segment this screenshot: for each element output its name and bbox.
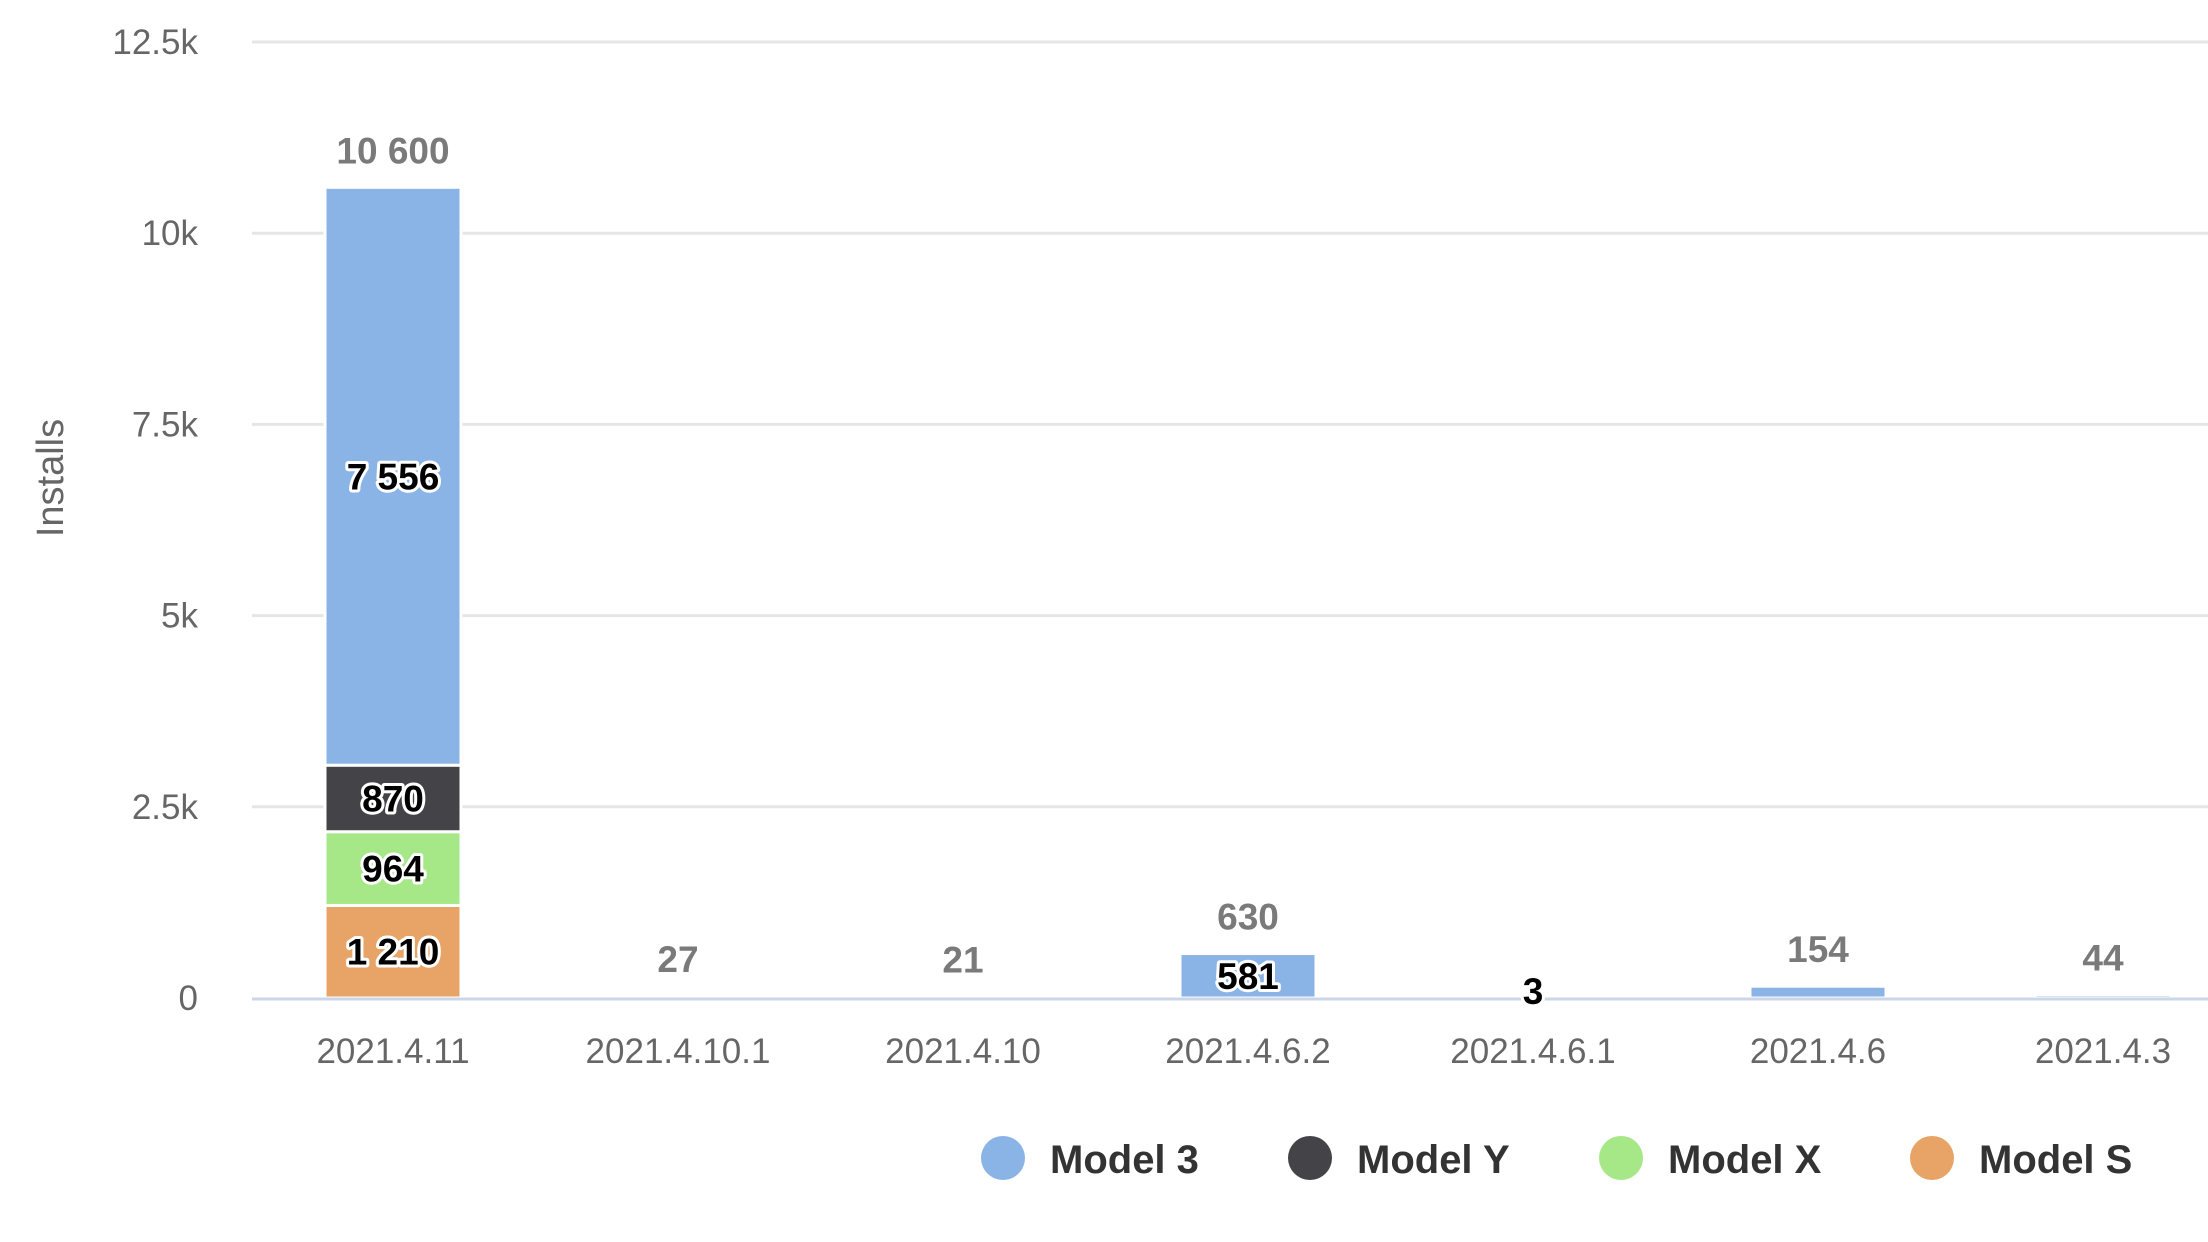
x-tick-label: 2021.4.10.1 — [586, 1032, 771, 1071]
y-axis-title: Installs — [30, 419, 72, 537]
y-tick-label: 0 — [179, 979, 198, 1018]
segment-label: 3 — [1523, 971, 1544, 1012]
stack-total-label: 10 600 — [336, 130, 449, 171]
legend-swatch-icon — [1910, 1136, 1954, 1180]
bars — [323, 185, 2173, 1000]
y-tick-label: 10k — [142, 214, 199, 253]
y-tick-label: 2.5k — [132, 788, 199, 827]
legend-swatch-icon — [1599, 1136, 1643, 1180]
stack-totals: 10 600 27 21 630 154 44 — [336, 130, 2124, 980]
bar-model-3 — [1178, 952, 1318, 1000]
bar-model-s — [323, 903, 463, 1000]
legend-swatch-icon — [981, 1136, 1025, 1180]
legend-label: Model 3 — [1050, 1138, 1199, 1182]
legend: Model 3 Model Y Model X Model S — [981, 1136, 2132, 1182]
legend-label: Model X — [1668, 1138, 1822, 1182]
y-tick-label: 12.5k — [112, 23, 198, 62]
x-tick-label: 2021.4.6.1 — [1450, 1032, 1615, 1071]
stack-total-label: 630 — [1217, 897, 1279, 938]
legend-item: Model Y — [1288, 1136, 1510, 1182]
y-axis-ticks: 0 2.5k 5k 7.5k 10k 12.5k — [112, 23, 198, 1018]
segment-labels: 1 210 964 870 7 556 581 3 — [344, 453, 1547, 1015]
x-axis-ticks: 2021.4.11 2021.4.10.1 2021.4.10 2021.4.6.2 2… — [316, 1032, 2171, 1071]
bar-model-x — [323, 830, 463, 907]
stack-total-label: 154 — [1787, 929, 1849, 970]
legend-item: Model X — [1599, 1136, 1822, 1182]
legend-swatch-icon — [1288, 1136, 1332, 1180]
x-tick-label: 2021.4.11 — [316, 1032, 469, 1071]
bar-model-3 — [2033, 993, 2173, 1000]
segment-label: 870 — [362, 778, 424, 819]
x-tick-label: 2021.4.10 — [885, 1032, 1041, 1071]
bar-model-3 — [1748, 984, 1888, 1000]
y-tick-label: 7.5k — [132, 405, 199, 444]
stack-total-label: 21 — [942, 939, 983, 980]
y-tick-label: 5k — [161, 597, 198, 636]
x-tick-label: 2021.4.6 — [1750, 1032, 1886, 1071]
legend-label: Model Y — [1357, 1138, 1510, 1182]
x-tick-label: 2021.4.6.2 — [1165, 1032, 1330, 1071]
legend-item: Model 3 — [981, 1136, 1199, 1182]
legend-label: Model S — [1979, 1138, 2132, 1182]
segment-label: 7 556 — [347, 456, 440, 497]
segment-label: 964 — [362, 849, 424, 890]
stack-total-label: 44 — [2082, 938, 2124, 979]
gridlines — [252, 40, 2208, 809]
bar-model-3 — [323, 185, 463, 767]
stack-total-label: 27 — [657, 939, 698, 980]
segment-label: 1 210 — [347, 932, 440, 973]
legend-item: Model S — [1910, 1136, 2132, 1182]
segment-label: 581 — [1217, 956, 1279, 997]
x-tick-label: 2021.4.3 — [2035, 1032, 2171, 1071]
